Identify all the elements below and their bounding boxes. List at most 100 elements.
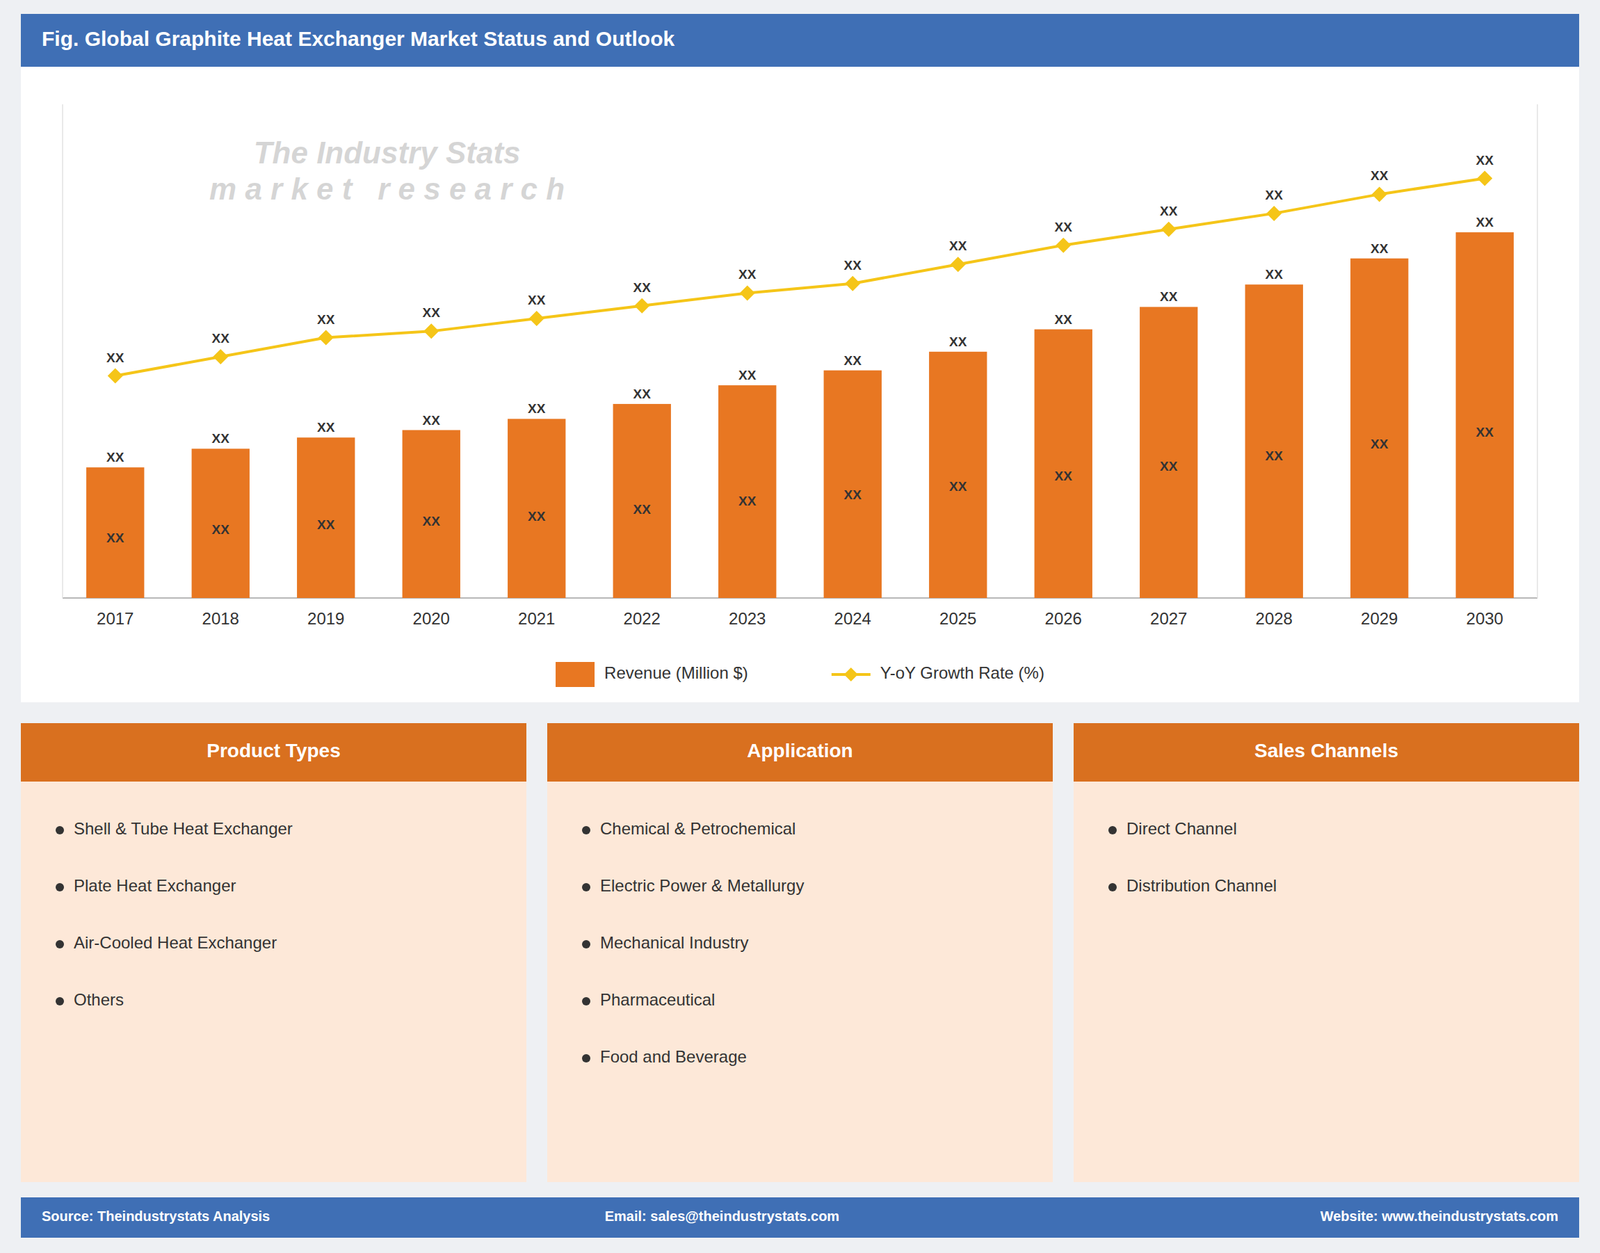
panel-item: Direct Channel: [1126, 819, 1238, 838]
x-tick-label: 2026: [1045, 609, 1082, 628]
bar: [296, 437, 355, 599]
line: [115, 178, 1486, 377]
panel-bullet: [1108, 883, 1117, 892]
y-axis-line: [61, 104, 64, 599]
bar-top-label: XX: [1159, 289, 1178, 304]
legend-item: Y-oY Growth Rate (%): [831, 663, 1045, 683]
footer-bar: [20, 1197, 1580, 1238]
bar-top-label: XX: [738, 367, 757, 383]
line-label: XX: [317, 312, 336, 327]
bar: [613, 403, 672, 599]
bar-top-label: XX: [1370, 241, 1389, 256]
line-marker: [1371, 186, 1388, 202]
bar-middle-label: XX: [738, 493, 757, 509]
legend-label: Revenue (Million $): [604, 663, 749, 683]
panel-item: Mechanical Industry: [600, 933, 749, 952]
line-label: XX: [422, 305, 441, 320]
x-tick-label: 2018: [202, 609, 240, 628]
panel-item: Others: [73, 990, 124, 1009]
footer-email: Email: sales@theindustrystats.com: [604, 1208, 840, 1224]
panel-bullet: [55, 826, 64, 835]
panel-title: Application: [746, 739, 853, 762]
bar-top-label: XX: [949, 334, 968, 350]
bar: [823, 370, 882, 599]
x-tick-label: 2017: [96, 609, 134, 628]
line-marker: [1055, 237, 1071, 254]
bar-top-label: XX: [317, 419, 336, 435]
x-tick-label: 2019: [307, 609, 345, 628]
line-label: XX: [633, 280, 652, 295]
panel-item: Electric Power & Metallurgy: [600, 876, 804, 895]
bar: [507, 418, 566, 599]
panel: Application Chemical & Petrochemical Elect…: [547, 723, 1053, 1183]
y2-axis-line: [1536, 104, 1539, 599]
bar-top-label: XX: [844, 353, 863, 368]
panel-body: [1073, 723, 1580, 1183]
x-tick-label: 2028: [1255, 609, 1293, 628]
line-label: XX: [527, 292, 546, 308]
panel-header: [1073, 723, 1580, 782]
bar-top-label: XX: [212, 431, 231, 446]
bar-middle-label: XX: [633, 502, 652, 517]
line-marker: [950, 256, 966, 272]
line-label: XX: [738, 267, 757, 282]
legend-label: Y-oY Growth Rate (%): [880, 663, 1045, 683]
legend: Revenue (Million $) Y-oY Growth Rate (%): [555, 661, 1045, 688]
x-tick-label: 2020: [413, 609, 450, 628]
bar-middle-label: XX: [1265, 448, 1284, 464]
chart-area: [20, 66, 1580, 647]
panel-bullet: [582, 1054, 591, 1063]
bar-middle-label: XX: [527, 508, 546, 524]
bar: [1456, 232, 1514, 599]
line-marker: [529, 310, 545, 327]
bar-middle-label: XX: [1054, 468, 1073, 484]
panel-item: Pharmaceutical: [600, 990, 715, 1009]
bar-top-label: XX: [422, 413, 441, 428]
line-marker: [634, 298, 650, 314]
bar: [1350, 258, 1409, 599]
line-label: XX: [844, 257, 863, 273]
bar-top-label: XX: [633, 386, 652, 402]
figure: Fig. Global Graphite Heat Exchanger Mark…: [0, 0, 1600, 1253]
bar: [1245, 284, 1304, 599]
line-label: XX: [949, 238, 968, 254]
bar: [191, 448, 250, 599]
panel-item: Air-Cooled Heat Exchanger: [73, 933, 277, 952]
bar-middle-label: XX: [844, 487, 863, 503]
bar-top-label: XX: [1265, 267, 1284, 282]
plot-marks: [86, 171, 1514, 599]
panel-title: Sales Channels: [1254, 739, 1399, 762]
panel-bullet: [582, 940, 591, 949]
bar: [928, 351, 987, 599]
bar: [1034, 329, 1093, 599]
title-bar: [20, 13, 1580, 67]
bar-middle-label: XX: [1370, 436, 1389, 452]
footer-source: Source: Theindustrystats Analysis: [41, 1208, 270, 1224]
bar: [718, 385, 777, 599]
line-label: XX: [1159, 203, 1178, 219]
bar: [86, 467, 144, 599]
panel-header: [547, 723, 1053, 782]
line-marker: [1266, 205, 1282, 222]
x-tick-label: 2022: [623, 609, 661, 628]
line-label: XX: [1476, 152, 1495, 168]
watermark-line: The Industry Stats: [253, 135, 521, 170]
line-label: XX: [1054, 219, 1073, 235]
bar-top-label: XX: [1054, 312, 1073, 327]
x-tick-label: 2027: [1150, 609, 1187, 628]
bar-middle-label: XX: [1159, 458, 1178, 474]
bar: [402, 430, 461, 599]
line-marker: [107, 368, 124, 384]
line-label: XX: [106, 350, 125, 366]
panel-item: Plate Heat Exchanger: [73, 876, 236, 895]
line-label: XX: [212, 330, 231, 346]
panel-item: Chemical & Petrochemical: [600, 819, 796, 838]
x-tick-label: 2023: [728, 609, 766, 628]
chart-title: Fig. Global Graphite Heat Exchanger Mark…: [41, 27, 675, 51]
bar-middle-label: XX: [212, 522, 231, 537]
bar-top-label: XX: [527, 401, 546, 416]
line-marker: [423, 323, 439, 339]
line-marker: [212, 349, 229, 365]
panel-body: [20, 723, 527, 1183]
panel-bullet: [55, 883, 64, 892]
